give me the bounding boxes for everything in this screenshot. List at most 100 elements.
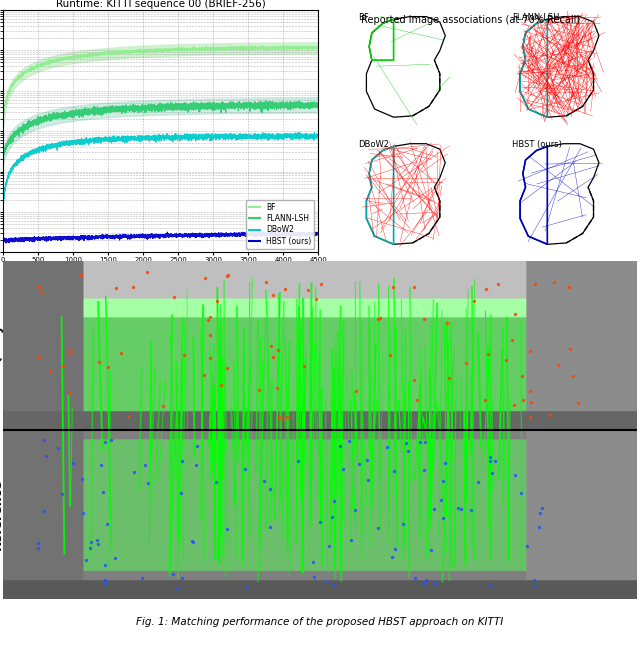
- Point: [56, 489, 67, 500]
- Point: [382, 441, 392, 452]
- Point: [86, 537, 97, 547]
- Point: [106, 435, 116, 445]
- Point: [58, 360, 68, 371]
- Point: [466, 505, 476, 515]
- Point: [103, 361, 113, 372]
- Point: [419, 465, 429, 475]
- Point: [239, 464, 250, 474]
- Point: [272, 382, 282, 392]
- Point: [536, 503, 547, 513]
- Point: [222, 271, 232, 281]
- Point: [385, 349, 395, 360]
- Point: [205, 353, 215, 363]
- Point: [409, 282, 419, 293]
- Text: Fig. 1: Matching performance of the proposed HBST approach on KITTI: Fig. 1: Matching performance of the prop…: [136, 617, 504, 627]
- Point: [481, 284, 492, 295]
- Point: [548, 277, 559, 287]
- Point: [429, 577, 440, 588]
- Point: [485, 580, 495, 590]
- Point: [205, 312, 216, 323]
- Point: [76, 270, 86, 281]
- Point: [324, 541, 334, 551]
- Point: [389, 466, 399, 476]
- Point: [545, 410, 556, 421]
- Point: [81, 555, 91, 565]
- Point: [534, 522, 545, 532]
- Point: [429, 504, 439, 515]
- Point: [568, 371, 579, 381]
- Point: [554, 359, 564, 370]
- Point: [168, 568, 179, 579]
- Text: DBoW2: DBoW2: [358, 140, 389, 149]
- Point: [362, 454, 372, 465]
- Point: [65, 388, 76, 398]
- Point: [510, 470, 520, 481]
- Point: [442, 317, 452, 328]
- Point: [310, 294, 321, 304]
- Point: [265, 485, 275, 495]
- Point: [78, 508, 88, 518]
- Point: [65, 345, 75, 355]
- Point: [388, 281, 398, 292]
- Point: [111, 283, 121, 293]
- Point: [485, 455, 495, 466]
- Text: Query: Query: [0, 324, 4, 366]
- Point: [41, 451, 51, 461]
- Point: [415, 437, 426, 447]
- Point: [525, 346, 535, 357]
- Point: [254, 385, 264, 395]
- Point: [141, 267, 152, 278]
- Point: [530, 279, 540, 289]
- Point: [65, 347, 75, 358]
- Point: [34, 281, 44, 292]
- Text: HBST (ours): HBST (ours): [512, 140, 562, 149]
- Point: [314, 517, 324, 527]
- Point: [223, 270, 233, 280]
- Point: [529, 581, 540, 591]
- Point: [419, 579, 429, 590]
- Point: [421, 575, 431, 585]
- Point: [509, 309, 520, 319]
- Point: [372, 313, 383, 324]
- Point: [199, 370, 209, 380]
- Point: [344, 436, 354, 447]
- Point: [116, 347, 127, 358]
- Point: [99, 577, 109, 588]
- Point: [517, 370, 527, 381]
- Point: [515, 488, 525, 498]
- Point: [92, 535, 102, 545]
- Point: [169, 292, 179, 302]
- Point: [282, 411, 292, 422]
- Point: [221, 362, 232, 373]
- Point: [398, 518, 408, 529]
- Point: [143, 478, 154, 488]
- Point: [390, 543, 400, 554]
- Point: [192, 441, 202, 451]
- Point: [129, 467, 139, 477]
- Point: [419, 314, 429, 325]
- Point: [34, 352, 44, 362]
- Point: [525, 386, 536, 396]
- Point: [565, 343, 575, 354]
- Point: [179, 349, 189, 360]
- Point: [93, 539, 103, 549]
- Point: [507, 334, 517, 345]
- Point: [308, 557, 319, 567]
- Point: [77, 474, 87, 485]
- Point: [469, 296, 479, 306]
- Point: [473, 477, 483, 487]
- Point: [351, 386, 361, 396]
- Point: [84, 543, 95, 553]
- Text: Reference: Reference: [0, 479, 4, 550]
- Title: Runtime: KITTI sequence 00 (BRIEF-256): Runtime: KITTI sequence 00 (BRIEF-256): [56, 0, 266, 9]
- Point: [45, 366, 55, 376]
- Point: [39, 435, 49, 445]
- Point: [176, 487, 186, 498]
- X-axis label: Image number $i$: Image number $i$: [121, 268, 200, 282]
- Point: [212, 296, 222, 306]
- Point: [172, 583, 182, 594]
- Point: [401, 438, 411, 448]
- Point: [137, 573, 147, 584]
- Point: [273, 345, 284, 355]
- Point: [261, 277, 271, 287]
